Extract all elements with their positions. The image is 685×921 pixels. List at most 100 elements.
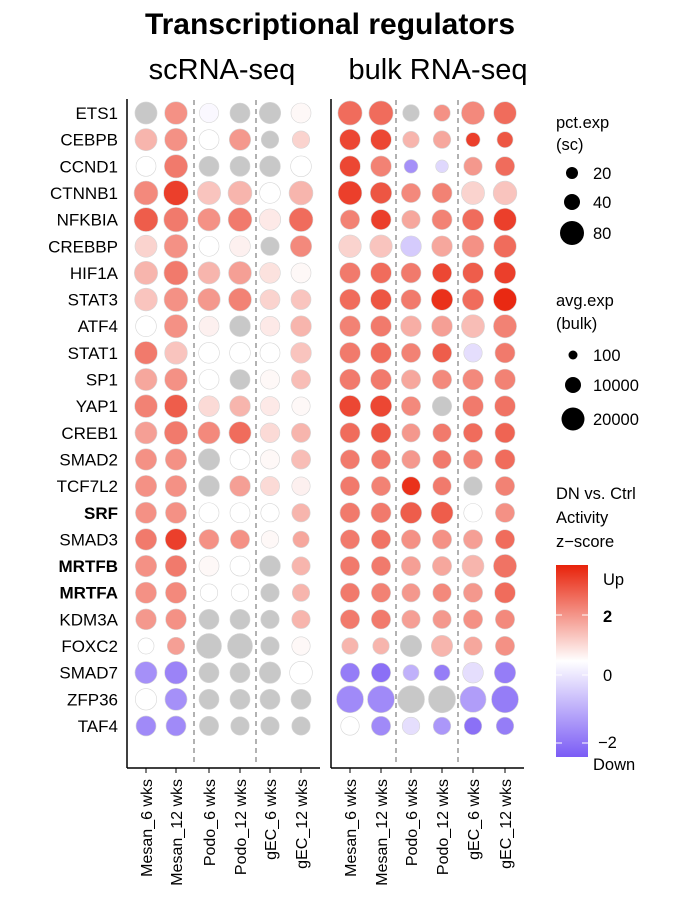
bulk-dot xyxy=(461,314,485,339)
legend-avg-dot-small xyxy=(568,350,578,360)
legend-avg-label-small: 100 xyxy=(593,347,621,365)
sc-dot xyxy=(291,503,311,523)
sc-dot xyxy=(164,555,188,578)
bulk-dot xyxy=(341,637,359,655)
bulk-dot xyxy=(337,100,363,126)
sc-dot xyxy=(164,448,188,471)
sc-dot xyxy=(134,341,158,365)
bulk-dot xyxy=(493,661,516,684)
sc-dot xyxy=(135,155,157,177)
bulk-dot xyxy=(493,554,517,578)
sc-dot xyxy=(197,448,221,471)
gene-label: MRTFA xyxy=(59,584,118,603)
sc-dot xyxy=(197,288,221,312)
bulk-dot xyxy=(431,315,453,337)
sc-dot xyxy=(197,261,221,285)
bulk-dot xyxy=(461,181,485,205)
sc-dot xyxy=(164,367,188,392)
bulk-dot xyxy=(339,128,361,151)
bulk-dot xyxy=(493,261,516,284)
bulk-dot xyxy=(461,288,484,311)
sc-dot xyxy=(134,688,158,711)
bulk-dot xyxy=(433,664,451,681)
sc-dot xyxy=(133,207,159,232)
bulk-dot xyxy=(495,476,515,497)
bulk-dot xyxy=(337,180,363,206)
bulk-dot xyxy=(370,288,392,311)
sc-dot xyxy=(163,287,189,312)
sc-dot xyxy=(134,234,158,258)
bulk-dot xyxy=(403,159,419,174)
sc-dot xyxy=(259,555,281,577)
bulk-dot xyxy=(493,287,517,312)
sc-dot xyxy=(290,102,312,124)
bulk-dot xyxy=(432,583,452,603)
sc-dot xyxy=(290,315,312,337)
bulk-dot xyxy=(401,342,421,363)
bulk-dot xyxy=(370,342,392,364)
bulk-dot xyxy=(369,395,392,418)
bulk-dot xyxy=(432,423,452,443)
legend-avg-title-line1: avg.exp xyxy=(556,292,614,310)
sc-dot xyxy=(198,688,220,710)
sc-dot xyxy=(290,342,312,364)
sc-dot xyxy=(229,502,251,524)
bulk-dot xyxy=(495,716,515,736)
sc-dot xyxy=(260,396,280,417)
sc-dot xyxy=(260,716,280,736)
sc-dot xyxy=(260,130,280,149)
gene-label: CREB1 xyxy=(61,424,118,443)
sc-dot xyxy=(291,369,311,390)
sc-dot xyxy=(229,688,251,710)
bulk-dot xyxy=(465,132,481,148)
panel-title-sc: scRNA-seq xyxy=(149,54,296,86)
bulk-dot xyxy=(339,502,361,524)
sc-dot xyxy=(228,287,252,312)
gene-label: ATF4 xyxy=(78,317,118,336)
bulk-dot xyxy=(461,234,485,258)
sc-dot xyxy=(291,716,311,736)
sc-dot xyxy=(198,342,220,364)
sc-dot xyxy=(164,341,188,365)
gene-label: CCND1 xyxy=(59,157,118,176)
sc-dot xyxy=(260,503,280,523)
x-tick-label: Podo_12 wks xyxy=(233,779,250,875)
bulk-dot xyxy=(340,449,360,470)
bulk-dot xyxy=(371,556,391,577)
gene-label: SMAD2 xyxy=(59,450,118,469)
sc-dots xyxy=(133,101,314,737)
sc-dot xyxy=(133,180,159,206)
sc-dot xyxy=(291,130,311,149)
legend-color-tick-neg2: −2 xyxy=(598,734,617,752)
sc-dot xyxy=(198,529,220,550)
bulk-dot xyxy=(338,395,361,418)
sc-dot xyxy=(229,449,251,470)
bulk-dot xyxy=(370,502,392,524)
sc-dot xyxy=(291,422,311,443)
sc-dot xyxy=(165,715,187,737)
bulk-dot xyxy=(401,476,421,496)
bulk-dot xyxy=(495,609,515,630)
sc-dot xyxy=(197,180,221,205)
sc-dot xyxy=(229,342,251,364)
sc-dot xyxy=(288,180,314,206)
bulk-dot xyxy=(340,556,360,577)
bulk-dot xyxy=(432,476,452,496)
sc-dot xyxy=(134,260,158,285)
bulk-dot xyxy=(402,104,420,122)
sc-dot xyxy=(198,609,220,630)
bulk-dot xyxy=(401,396,421,417)
legend-colorbar xyxy=(556,565,588,757)
sc-dot xyxy=(198,235,220,257)
gene-label: SMAD7 xyxy=(59,664,118,683)
sc-dot xyxy=(289,660,313,685)
bulk-dot xyxy=(400,315,422,337)
bulk-dot xyxy=(339,422,361,444)
bulk-dot xyxy=(401,423,421,443)
bulk-dot xyxy=(371,715,391,736)
sc-dot xyxy=(230,529,250,550)
bulk-dot xyxy=(430,501,454,525)
sc-dot xyxy=(291,609,311,629)
sc-dot xyxy=(227,633,253,659)
legend-color-tick-0: 0 xyxy=(603,667,612,685)
